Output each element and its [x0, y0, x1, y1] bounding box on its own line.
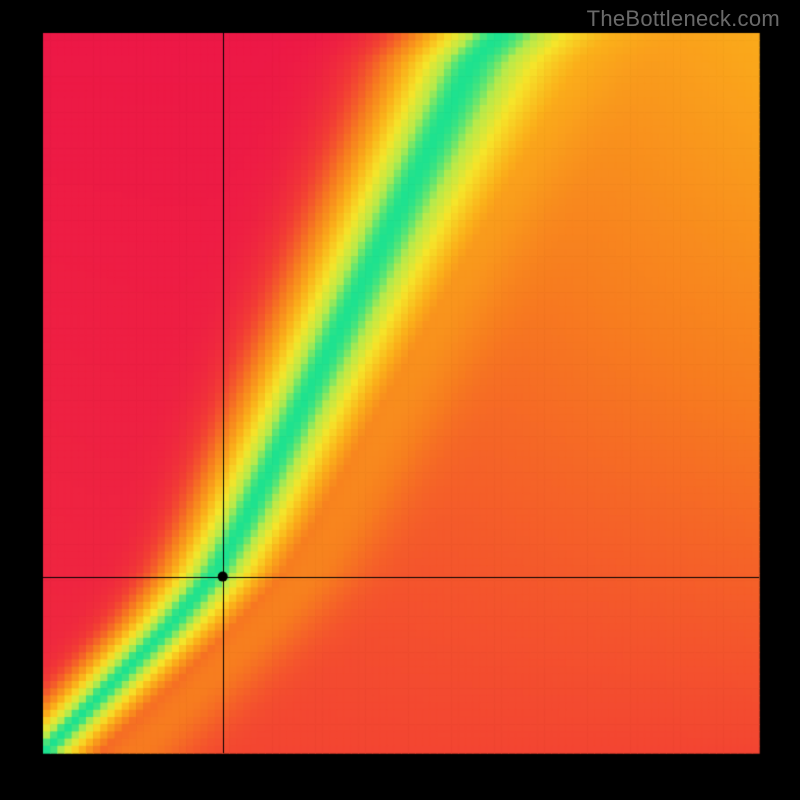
bottleneck-heatmap: [0, 0, 800, 800]
watermark-text: TheBottleneck.com: [587, 6, 780, 32]
